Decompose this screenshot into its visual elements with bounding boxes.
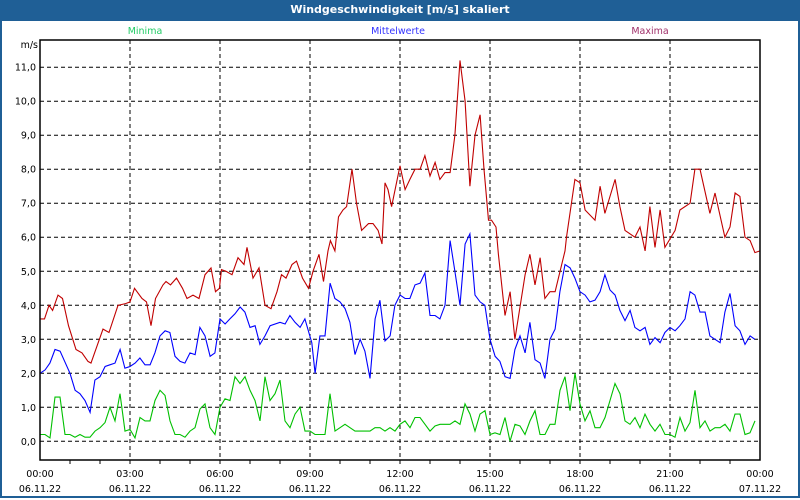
legend-mittelwerte: Mittelwerte (371, 26, 425, 37)
y-tick-label: 4,0 (21, 301, 36, 312)
y-tick-label: 1,0 (21, 403, 36, 414)
x-tick-time: 09:00 (296, 469, 323, 480)
x-tick-date: 06.11.22 (289, 484, 331, 495)
x-tick-time: 00:00 (746, 469, 773, 480)
x-tick-time: 21:00 (656, 469, 683, 480)
series-line-mittelwerte (39, 231, 756, 415)
x-tick-date: 06.11.22 (19, 484, 61, 495)
y-tick-label: 3,0 (21, 335, 36, 346)
y-axis-label: m/s (21, 40, 38, 51)
axis-labels: 0,0 1,0 2,0 3,0 4,0 5,0 6,0 7,0 8,0 9,0 10,0 11,0 00… (15, 63, 781, 495)
x-tick-time: 03:00 (116, 469, 143, 480)
series-line-maxima (40, 60, 761, 364)
x-tick-time: 15:00 (476, 469, 503, 480)
series-line-minima (40, 373, 756, 442)
y-tick-label: 8,0 (21, 165, 36, 176)
x-tick-date: 06.11.22 (199, 484, 241, 495)
x-tick-time: 18:00 (566, 469, 593, 480)
y-tick-label: 10,0 (15, 97, 36, 108)
x-tick-date: 07.11.22 (739, 484, 781, 495)
y-tick-label: 2,0 (21, 369, 36, 380)
x-tick-time: 06:00 (206, 469, 233, 480)
legend: Minima Mittelwerte Maxima (128, 26, 669, 37)
y-tick-label: 6,0 (21, 233, 36, 244)
y-tick-label: 0,0 (21, 437, 36, 448)
x-tick-date: 06.11.22 (649, 484, 691, 495)
x-tick-time: 12:00 (386, 469, 413, 480)
x-tick-date: 06.11.22 (109, 484, 151, 495)
x-tick-time: 00:00 (26, 469, 53, 480)
x-tick-date: 06.11.22 (379, 484, 421, 495)
series-lines (39, 60, 761, 442)
plot-frame (39, 39, 761, 461)
y-tick-label: 5,0 (21, 267, 36, 278)
x-tick-date: 06.11.22 (469, 484, 511, 495)
grid (40, 40, 760, 464)
legend-maxima: Maxima (631, 26, 668, 37)
y-tick-label: 7,0 (21, 199, 36, 210)
legend-minima: Minima (128, 26, 163, 37)
y-tick-label: 11,0 (15, 63, 36, 74)
x-tick-date: 06.11.22 (559, 484, 601, 495)
window-title: Windgeschwindigkeit [m/s] skaliert (0, 0, 800, 21)
y-tick-label: 9,0 (21, 131, 36, 142)
